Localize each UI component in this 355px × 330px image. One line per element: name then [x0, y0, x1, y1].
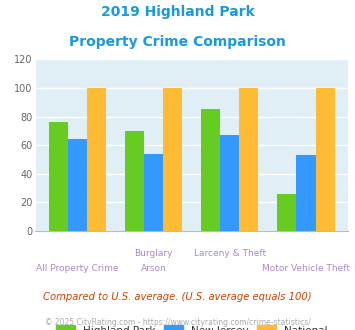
Bar [125, 131, 144, 231]
Text: © 2025 CityRating.com - https://www.cityrating.com/crime-statistics/: © 2025 CityRating.com - https://www.city… [45, 318, 310, 327]
Text: Property Crime Comparison: Property Crime Comparison [69, 35, 286, 49]
Bar [144, 154, 163, 231]
Bar [220, 135, 239, 231]
Legend: Highland Park, New Jersey, National: Highland Park, New Jersey, National [56, 325, 328, 330]
Bar [68, 140, 87, 231]
Bar [316, 88, 334, 231]
Text: All Property Crime: All Property Crime [36, 264, 119, 273]
Text: Compared to U.S. average. (U.S. average equals 100): Compared to U.S. average. (U.S. average … [43, 292, 312, 302]
Bar [163, 88, 182, 231]
Bar [239, 88, 258, 231]
Bar [277, 194, 296, 231]
Bar [49, 122, 68, 231]
Bar [201, 110, 220, 231]
Text: Larceny & Theft: Larceny & Theft [194, 249, 266, 258]
Bar [87, 88, 106, 231]
Bar [296, 155, 316, 231]
Text: Burglary: Burglary [134, 249, 173, 258]
Text: Motor Vehicle Theft: Motor Vehicle Theft [262, 264, 350, 273]
Text: Arson: Arson [141, 264, 166, 273]
Text: 2019 Highland Park: 2019 Highland Park [100, 5, 255, 19]
